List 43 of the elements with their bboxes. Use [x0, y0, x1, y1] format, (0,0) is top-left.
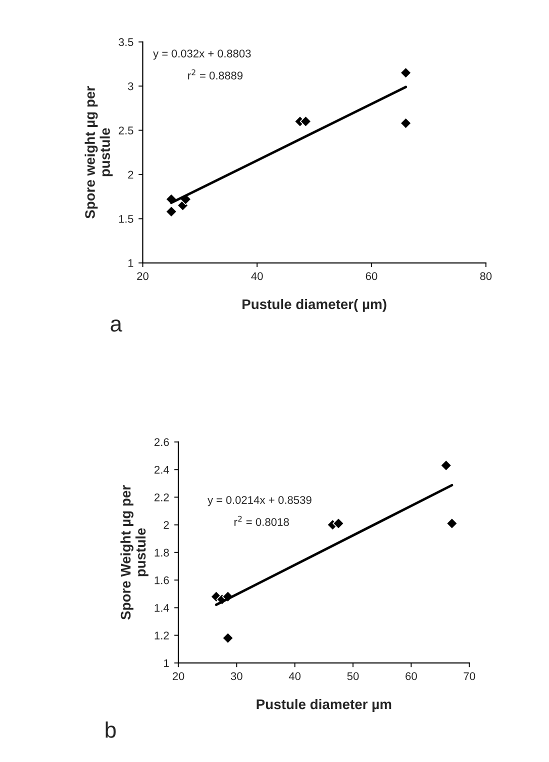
y-tick-label: 1.8	[154, 548, 169, 557]
x-axis-title: Pustule diameter( µm)	[242, 298, 386, 312]
y-tick-label: 2.4	[154, 466, 170, 474]
point	[166, 206, 178, 218]
point	[222, 632, 234, 644]
text: a	[110, 320, 122, 332]
y-tick-label: 3.5	[118, 38, 134, 46]
y-axis-title: Spore weight µg per pustule	[84, 86, 113, 219]
point	[400, 67, 412, 79]
y-tick-label: 1.5	[119, 215, 134, 223]
x-tick-label: 70	[464, 672, 476, 680]
annotation: y = 0.0214x + 0.8539	[208, 496, 312, 506]
x-tick-label: 80	[480, 272, 492, 280]
y-tick-label: 1	[128, 259, 134, 267]
x-tick-label: 30	[230, 672, 242, 680]
x-axis-title: Pustule diameter µm	[256, 698, 392, 712]
point	[332, 518, 344, 530]
x-tick-label: 40	[288, 672, 301, 680]
annotation: y = 0.032x + 0.8803	[153, 50, 251, 60]
text: b	[106, 722, 116, 738]
x-tick-label: 40	[251, 272, 263, 280]
x-tick-label: 50	[347, 672, 359, 680]
y-tick-label: 2.5	[118, 126, 134, 134]
x-tick-label: 60	[406, 672, 417, 680]
annotation: r$^{2}$ = 0.8889	[188, 69, 243, 80]
point	[400, 117, 412, 130]
annotation: r$^{2}$ = 0.8018	[234, 516, 289, 526]
x-tick-label: 20	[172, 672, 184, 680]
y-tick-label: 2.2	[154, 493, 169, 502]
x-tick-label: 20	[137, 272, 148, 280]
y-tick-label: 1	[164, 659, 169, 667]
point	[440, 460, 452, 472]
y-tick-label: 2.6	[154, 438, 169, 446]
y-tick-label: 1.4	[154, 604, 170, 612]
y-tick-label: 2	[128, 170, 134, 179]
x-tick-label: 60	[366, 272, 378, 280]
y-tick-label: 1.2	[154, 632, 169, 640]
y-tick-label: 3	[128, 82, 134, 90]
y-tick-label: 1.6	[154, 576, 169, 584]
y-tick-label: 2	[164, 521, 169, 529]
point	[300, 116, 312, 128]
y-axis-title: Spore Weight µg per pustule	[120, 485, 148, 620]
point	[446, 518, 458, 530]
